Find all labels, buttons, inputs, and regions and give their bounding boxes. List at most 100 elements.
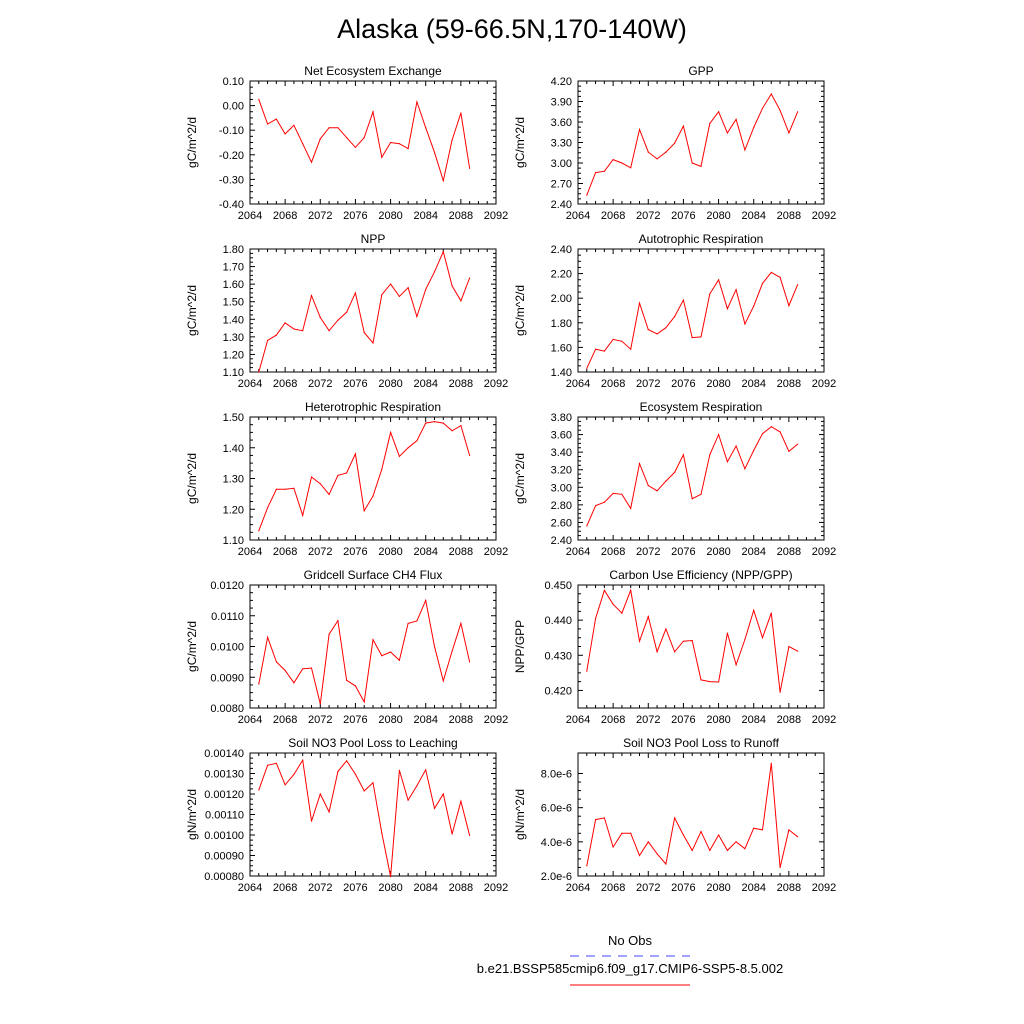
data-point — [267, 507, 269, 509]
data-point — [691, 849, 693, 852]
x-tick-label: 2088 — [449, 210, 473, 222]
data-point — [275, 488, 277, 490]
data-point — [319, 316, 321, 319]
series-line-soil-no3-pool-loss-to-leaching — [258, 758, 471, 877]
x-tick-label: 2088 — [449, 378, 473, 390]
data-point — [726, 632, 729, 634]
panel-gridcell-surface-ch4-flux: Gridcell Surface CH4 Flux gC/m^2/d 2064 206… — [185, 568, 508, 726]
data-point — [656, 651, 658, 653]
x-tick-label: 2080 — [706, 546, 730, 558]
panel-net-ecosystem-exchange: Net Ecosystem Exchange gC/m^2/d 2064 2068 20… — [185, 64, 508, 222]
data-point — [258, 683, 260, 685]
data-point — [433, 151, 436, 153]
data-point — [416, 316, 418, 318]
data-point — [595, 172, 597, 174]
panel-title: NPP — [361, 232, 386, 246]
data-point — [328, 493, 330, 496]
data-point — [310, 476, 313, 478]
data-point — [656, 333, 658, 335]
data-point — [779, 109, 781, 111]
data-point — [425, 599, 427, 602]
data-point — [735, 841, 737, 843]
data-point — [390, 283, 392, 285]
y-tick-label: 0.00130 — [204, 769, 244, 781]
x-tick-label: 2064 — [238, 378, 262, 390]
data-point — [630, 167, 632, 169]
data-point — [381, 156, 383, 158]
y-tick-label: 1.40 — [551, 367, 572, 379]
y-tick-label: 2.60 — [551, 517, 572, 529]
data-point — [381, 468, 383, 470]
panel-title: Heterotrophic Respiration — [305, 400, 441, 414]
data-point — [718, 834, 720, 836]
data-point — [682, 640, 685, 642]
y-tick-label: 0.0120 — [210, 580, 244, 592]
data-point — [761, 433, 764, 435]
data-point — [398, 769, 400, 772]
data-point — [302, 143, 304, 145]
data-point — [425, 769, 427, 771]
data-point — [603, 350, 606, 352]
data-point — [665, 327, 667, 329]
data-point — [337, 127, 339, 129]
panel-title: Soil NO3 Pool Loss to Leaching — [288, 736, 457, 750]
data-point — [761, 107, 764, 109]
data-point — [638, 854, 641, 857]
data-point — [460, 800, 462, 802]
x-tick-label: 2088 — [449, 882, 473, 894]
data-point — [425, 422, 427, 424]
y-tick-label: 3.90 — [551, 97, 572, 109]
x-tick-label: 2092 — [812, 714, 836, 726]
y-tick-label: 2.70 — [551, 179, 572, 191]
data-point — [674, 651, 676, 653]
y-tick-label: 1.80 — [223, 244, 244, 256]
data-point — [788, 450, 790, 452]
data-point — [674, 817, 676, 819]
series-line-carbon-use-efficiency-npp-gpp — [586, 588, 798, 693]
data-point — [293, 328, 295, 330]
data-point — [682, 454, 685, 456]
data-point — [346, 311, 348, 313]
data-point — [469, 661, 471, 663]
data-point — [267, 764, 269, 766]
panel-autotrophic-respiration: Autotrophic Respiration gC/m^2/d 2064 2068 2… — [513, 232, 836, 390]
data-point — [735, 289, 737, 291]
data-point — [797, 443, 799, 445]
data-point — [788, 305, 790, 307]
y-tick-label: 1.80 — [551, 318, 572, 330]
x-tick-label: 2076 — [671, 210, 695, 222]
data-point — [709, 293, 711, 295]
data-point — [328, 811, 330, 813]
data-point — [586, 367, 588, 369]
x-tick-label: 2072 — [636, 882, 660, 894]
data-point — [460, 300, 462, 302]
x-tick-label: 2084 — [741, 210, 765, 222]
data-point — [709, 681, 711, 683]
data-point — [630, 589, 632, 591]
data-point — [275, 334, 277, 336]
data-point — [354, 146, 356, 148]
y-tick-label: 2.20 — [551, 269, 572, 281]
x-tick-label: 2072 — [636, 714, 660, 726]
data-point — [416, 785, 418, 787]
data-point — [630, 832, 632, 834]
data-point — [603, 501, 606, 503]
data-point — [595, 505, 597, 507]
data-point — [416, 101, 418, 103]
y-axis-label: gC/m^2/d — [185, 621, 199, 672]
data-point — [451, 139, 453, 141]
panel-title: Ecosystem Respiration — [640, 400, 763, 414]
x-tick-label: 2068 — [601, 546, 625, 558]
data-point — [310, 161, 313, 163]
data-point — [407, 622, 409, 625]
plot-frame — [249, 248, 497, 373]
x-tick-label: 2092 — [812, 882, 836, 894]
x-tick-label: 2080 — [378, 378, 402, 390]
data-point — [779, 691, 781, 693]
data-point — [665, 480, 667, 482]
data-point — [718, 681, 720, 683]
data-point — [612, 846, 614, 848]
data-point — [718, 111, 720, 113]
y-tick-label: 1.10 — [223, 535, 244, 547]
data-point — [638, 302, 641, 304]
